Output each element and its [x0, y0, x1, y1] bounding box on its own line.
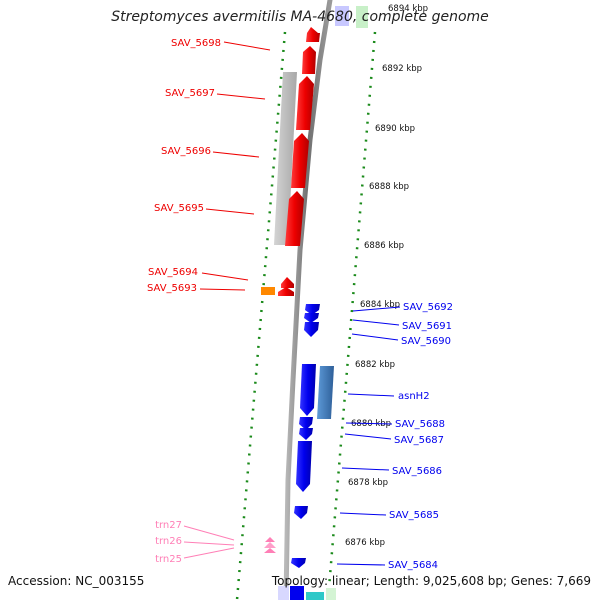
- gene-sav5684: [291, 558, 306, 568]
- gene-label[interactable]: SAV_5694: [148, 267, 198, 278]
- gene-trn27: [265, 537, 275, 542]
- gene-label[interactable]: SAV_5684: [388, 560, 438, 571]
- accession-label: Accession: NC_003155: [8, 574, 145, 588]
- gene-label[interactable]: trn27: [155, 520, 182, 531]
- gray-feature-upper: [274, 72, 297, 245]
- top-feature-lilac: [335, 6, 349, 26]
- gene-bottom-blue: [290, 586, 304, 600]
- orange-feature: [261, 287, 275, 295]
- gene-label[interactable]: SAV_5688: [395, 419, 445, 430]
- gene-label[interactable]: SAV_5686: [392, 466, 442, 477]
- right-ruler-line: [326, 31, 377, 600]
- leader-line: [223, 41, 271, 51]
- ruler-label: 6892 kbp: [382, 64, 422, 74]
- leader-line: [344, 433, 392, 440]
- ruler-label: 6894 kbp: [388, 4, 428, 14]
- leader-line: [201, 272, 249, 281]
- gene-label[interactable]: SAV_5685: [389, 510, 439, 521]
- ruler-label: 6882 kbp: [355, 360, 395, 370]
- gene-sav5688: [299, 417, 313, 430]
- ruler-label: 6884 kbp: [360, 300, 400, 310]
- gene-sav5691: [304, 313, 319, 323]
- forward-strand-genes: [290, 304, 320, 600]
- leader-line: [183, 525, 235, 541]
- ruler-label: 6888 kbp: [369, 182, 409, 192]
- genome-backbone: [283, 0, 333, 600]
- gene-sav5696: [291, 133, 309, 188]
- leader-line: [216, 93, 266, 100]
- gene-sav5686: [296, 441, 312, 492]
- gene-sav5685: [294, 506, 308, 519]
- reverse-strand-genes: [278, 27, 320, 296]
- left-gene-labels: SAV_5698 SAV_5697 SAV_5696 SAV_5695 SAV_…: [147, 38, 271, 565]
- gene-sav5692: [305, 304, 320, 315]
- leader-line: [212, 151, 260, 158]
- gene-sav5693: [278, 287, 294, 296]
- leader-line: [345, 422, 393, 425]
- gene-label[interactable]: SAV_5690: [401, 336, 451, 347]
- gene-sav5695: [285, 191, 304, 246]
- leader-line: [352, 306, 401, 312]
- bottom-feature-lavender: [278, 586, 289, 600]
- gene-sav5697b: [296, 76, 314, 130]
- leader-line: [205, 208, 255, 215]
- ruler-label: 6876 kbp: [345, 538, 385, 548]
- leader-line: [183, 541, 235, 546]
- bottom-feature-mint: [326, 588, 336, 600]
- left-ruler-line: [235, 31, 287, 600]
- gene-sav5698: [306, 27, 320, 42]
- gene-sav5694: [281, 277, 294, 288]
- bottom-feature-cyan: [306, 592, 324, 600]
- ruler-label: 6886 kbp: [364, 241, 404, 251]
- gene-sav5690: [304, 322, 319, 337]
- top-feature-mint: [356, 6, 368, 28]
- ruler-label: 6890 kbp: [375, 124, 415, 134]
- leader-line: [336, 563, 386, 566]
- ruler-labels: 6894 kbp 6892 kbp 6890 kbp 6888 kbp 6886…: [345, 4, 428, 548]
- gene-label[interactable]: trn26: [155, 536, 182, 547]
- leader-line: [341, 467, 390, 471]
- topology-info: Topology: linear; Length: 9,025,608 bp; …: [271, 574, 591, 588]
- gene-sav5687: [299, 428, 313, 440]
- gene-label[interactable]: SAV_5687: [394, 435, 444, 446]
- gene-trn26: [264, 542, 276, 548]
- gene-sav5697: [302, 46, 316, 74]
- trna-genes: [264, 537, 276, 553]
- gene-label[interactable]: SAV_5698: [171, 38, 221, 49]
- leader-line: [199, 288, 246, 291]
- gene-label[interactable]: SAV_5695: [154, 203, 204, 214]
- gene-label[interactable]: SAV_5697: [165, 88, 215, 99]
- gene-label[interactable]: SAV_5691: [402, 321, 452, 332]
- gene-trn25: [264, 548, 276, 553]
- gene-label[interactable]: trn25: [155, 554, 182, 565]
- leader-line: [351, 333, 399, 341]
- steel-feature-asnh2: [317, 366, 334, 419]
- leader-line: [347, 393, 395, 397]
- right-gene-labels: SAV_5692 SAV_5691 SAV_5690 asnH2 SAV_568…: [336, 302, 453, 571]
- gene-sav5689: [300, 364, 316, 416]
- genome-title: Streptomyces avermitilis MA-4680, comple…: [111, 9, 489, 25]
- ruler-label: 6878 kbp: [348, 478, 388, 488]
- gene-label[interactable]: SAV_5693: [147, 283, 197, 294]
- gene-label[interactable]: SAV_5692: [403, 302, 453, 313]
- gene-label[interactable]: asnH2: [398, 391, 430, 402]
- leader-line: [339, 512, 387, 516]
- leader-line: [183, 547, 235, 559]
- leader-line: [352, 319, 400, 326]
- gene-label[interactable]: SAV_5696: [161, 146, 211, 157]
